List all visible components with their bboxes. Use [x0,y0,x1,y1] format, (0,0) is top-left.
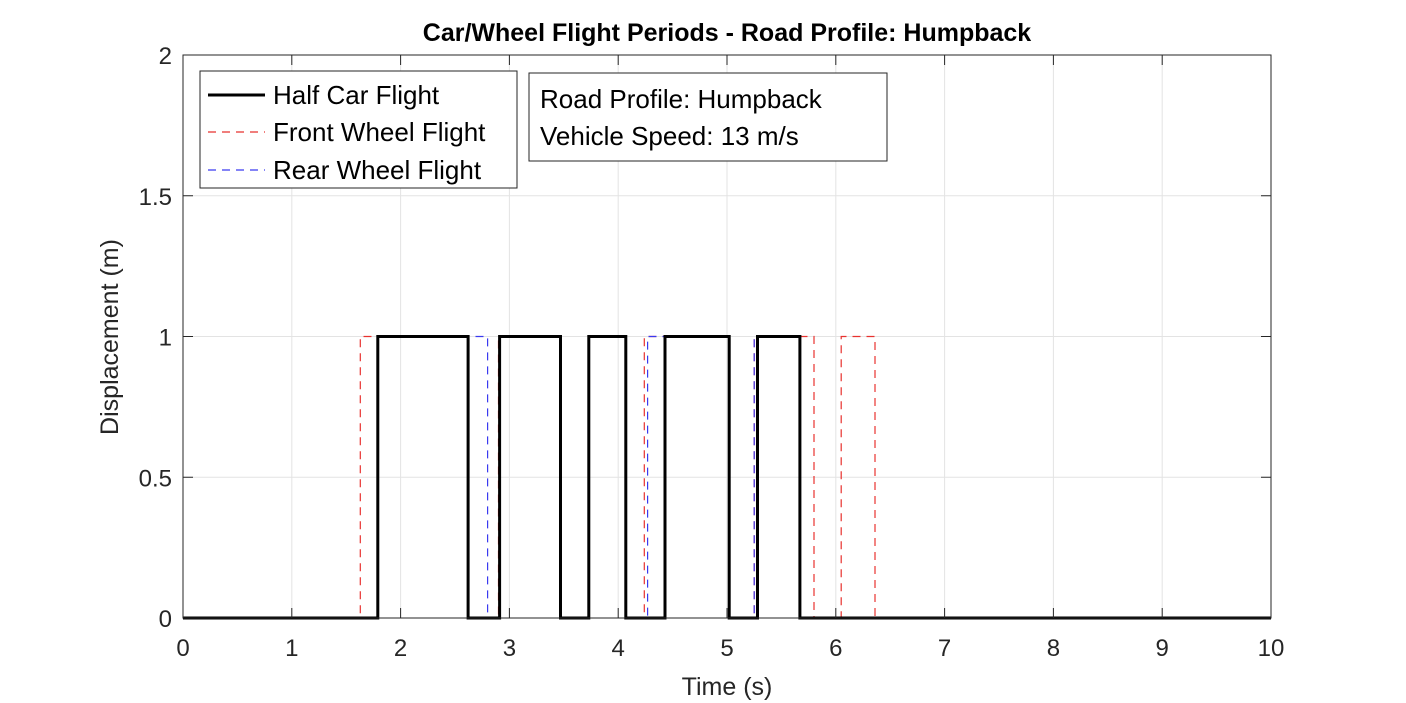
y-axis-label: Displacement (m) [96,239,124,435]
x-tick-label: 10 [1258,635,1285,662]
annotation-vehicle-speed: Vehicle Speed: 13 m/s [540,121,799,151]
annotation-road-profile: Road Profile: Humpback [540,84,823,114]
x-axis-label: Time (s) [682,673,773,701]
legend-label-rear-wheel: Rear Wheel Flight [273,155,482,185]
ticks: 0 1 2 3 4 5 6 7 8 9 10 0 0.5 1 1.5 2 [139,43,1285,662]
x-tick-label: 0 [176,635,189,662]
x-tick-label: 9 [1156,635,1169,662]
y-tick-label: 1 [159,325,172,352]
x-tick-label: 2 [394,635,407,662]
series-line-half-car-flight [183,335,1271,620]
x-tick-label: 7 [938,635,951,662]
y-tick-label: 0 [159,606,172,633]
y-tick-label: 2 [159,43,172,70]
x-tick-label: 8 [1047,635,1060,662]
x-tick-label: 4 [612,635,625,662]
legend: Half Car Flight Front Wheel Flight Rear … [199,70,518,189]
annotation-frame [528,72,888,162]
series-layer [183,335,1271,620]
annotation-box: Road Profile: Humpback Vehicle Speed: 13… [528,72,888,162]
x-tick-label: 1 [285,635,298,662]
y-tick-label: 0.5 [139,465,172,492]
x-tick-label: 3 [503,635,516,662]
x-tick-label: 5 [720,635,733,662]
y-tick-label: 1.5 [139,184,172,211]
legend-box [199,70,518,189]
legend-label-half-car: Half Car Flight [273,80,440,110]
legend-label-front-wheel: Front Wheel Flight [273,117,486,147]
chart-title: Car/Wheel Flight Periods - Road Profile:… [423,19,1032,47]
x-tick-label: 6 [829,635,842,662]
